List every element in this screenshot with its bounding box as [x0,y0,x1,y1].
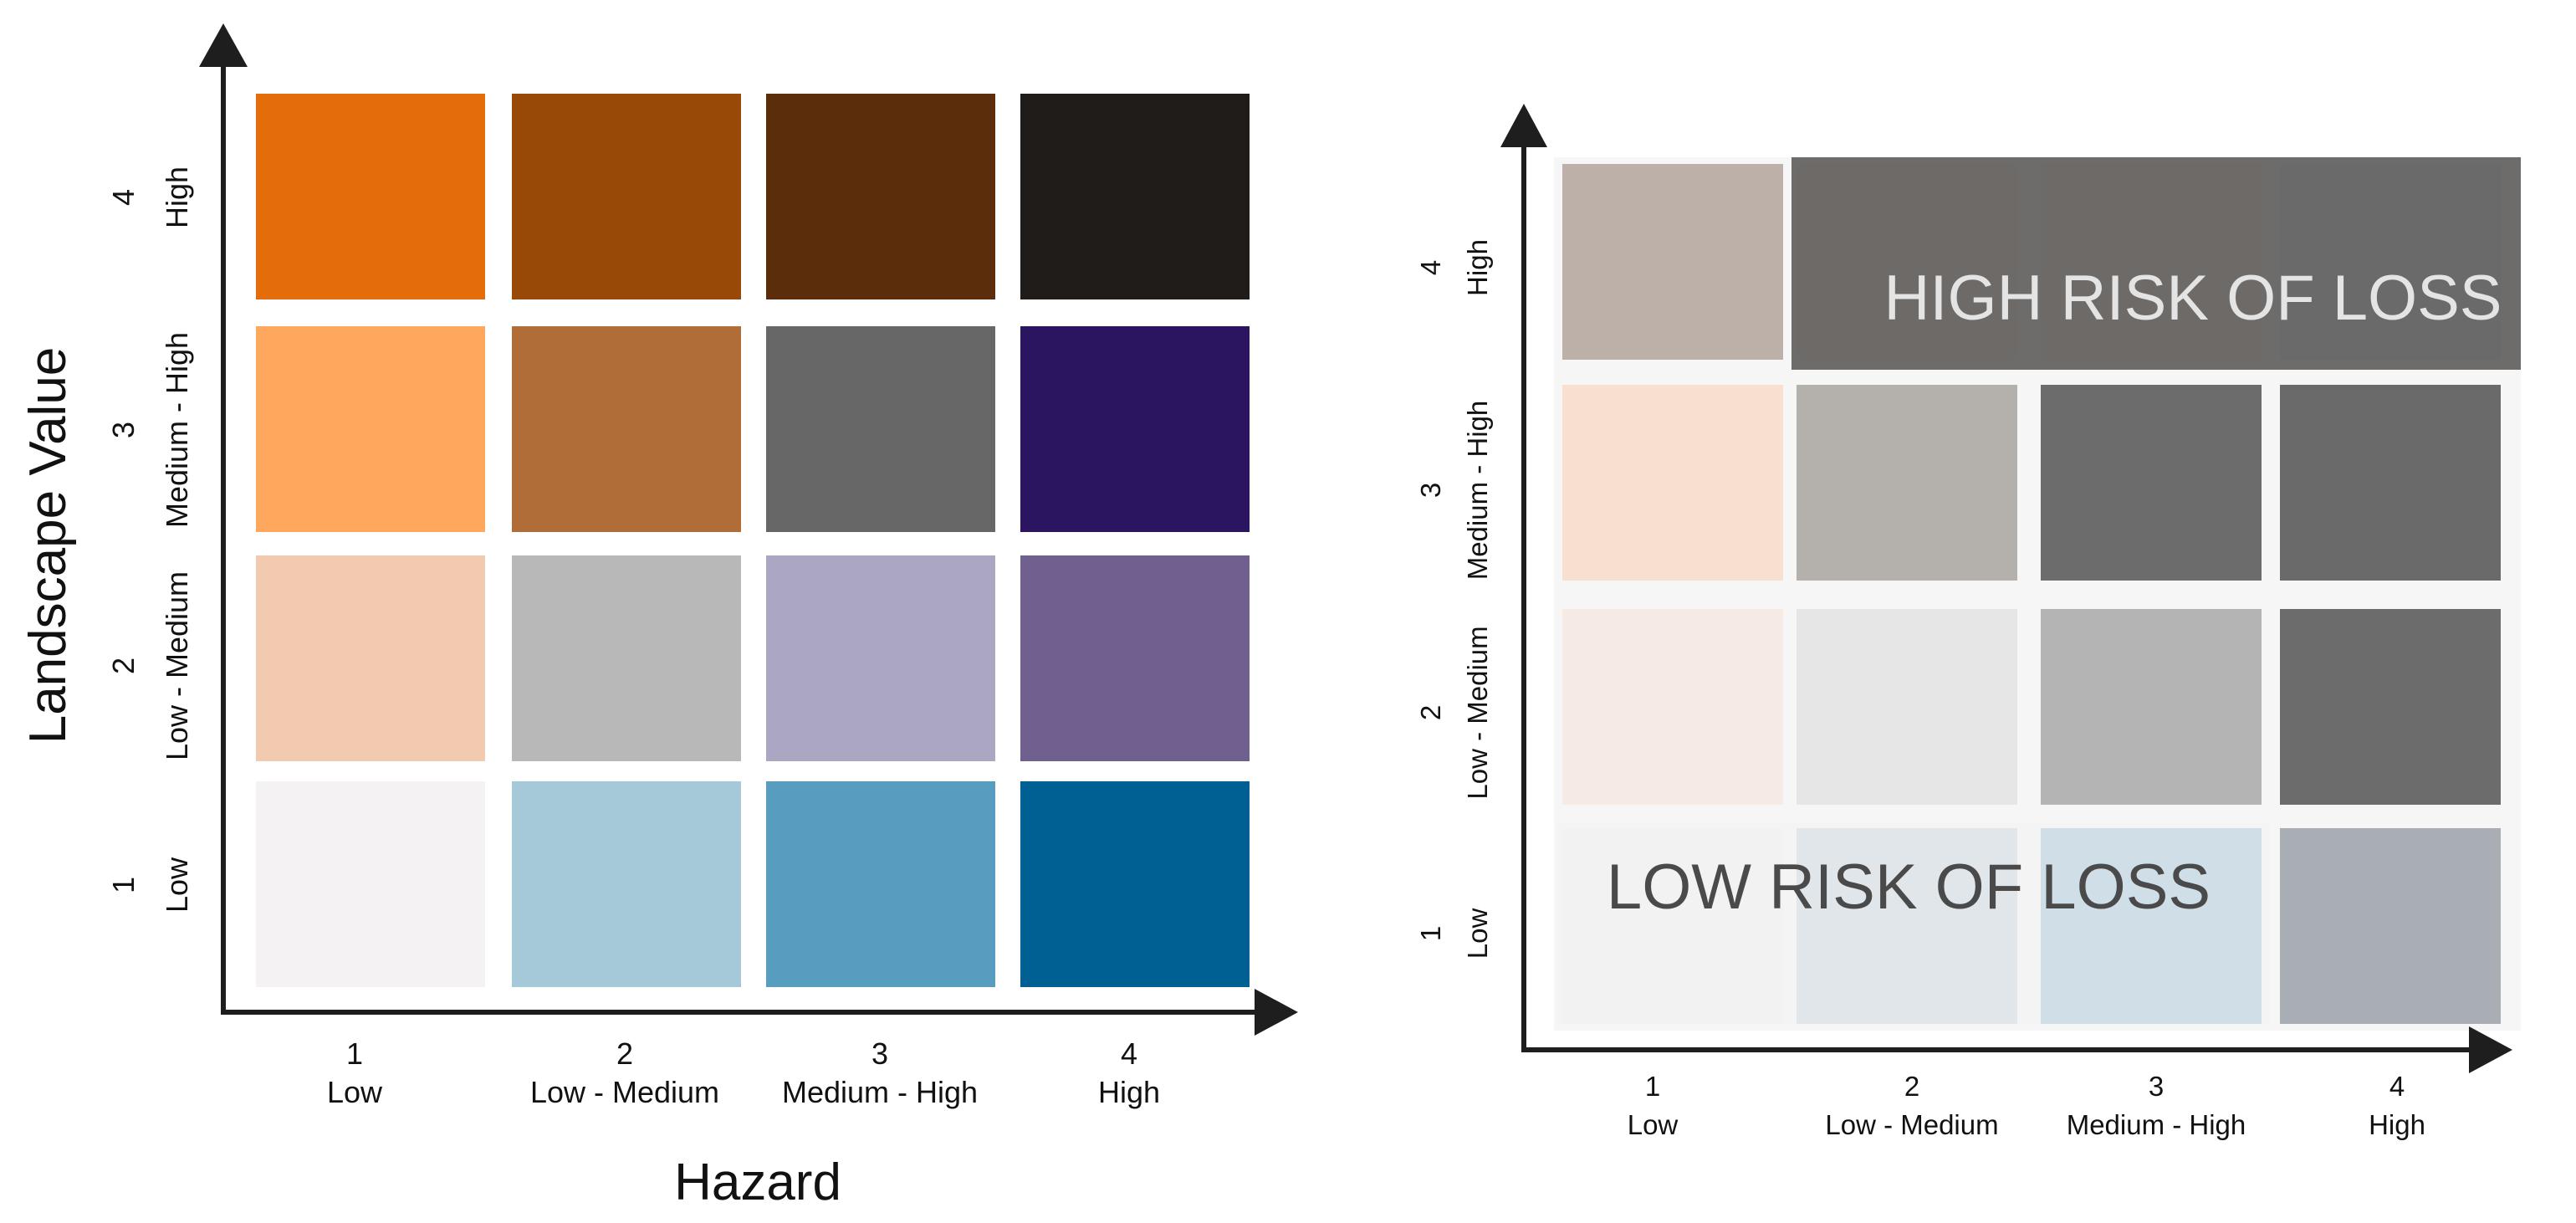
left-y-tick-num: 2 [106,658,141,674]
right-x-tick-num: 3 [2149,1071,2164,1102]
left-matrix: 1 Low 2 Low - Medium 3 Medium - High 4 H… [19,23,1298,1211]
left-matrix-cell [1020,326,1250,532]
right-matrix-cell [2041,164,2262,360]
left-matrix-cell [766,781,995,987]
right-x-tick-labels: 1 Low 2 Low - Medium 3 Medium - High 4 H… [1628,1071,2425,1140]
right-x-axis-arrow-icon [2469,1026,2512,1073]
left-y-tick-label: High [160,166,194,228]
right-y-tick-label: Medium - High [1462,401,1493,581]
left-matrix-cell [256,94,485,299]
left-x-tick-label: Medium - High [782,1075,978,1109]
right-y-tick-label: Low - Medium [1462,626,1493,799]
left-matrix-cell [512,555,741,761]
right-matrix-cell [1562,164,1783,360]
left-x-tick-label: Low - Medium [530,1075,719,1109]
right-matrix: HIGH RISK OF LOSS LOW RISK OF LOSS 1 Low… [1415,104,2521,1140]
left-x-axis-title: Hazard [674,1154,841,1211]
right-y-tick-num: 3 [1415,483,1446,498]
right-y-tick-num: 2 [1415,705,1446,720]
high-risk-zone-label: HIGH RISK OF LOSS [1883,263,2502,334]
left-matrix-cells [256,94,1250,987]
left-x-tick-num: 3 [871,1036,888,1071]
right-matrix-cell [2280,385,2501,581]
right-matrix-cell [2280,828,2501,1024]
left-y-tick-label: Medium - High [160,332,194,528]
right-matrix-cell [2041,828,2262,1024]
right-matrix-cell [1797,609,2017,805]
left-x-tick-num: 1 [346,1036,363,1071]
right-matrix-cell [1562,828,1783,1024]
right-x-tick-label: Medium - High [2067,1109,2246,1140]
right-y-tick-label: High [1462,239,1493,296]
right-x-tick-label: Low - Medium [1825,1109,1998,1140]
right-matrix-cell [1797,828,2017,1024]
right-y-tick-num: 4 [1415,260,1446,275]
left-y-tick-labels: 1 Low 2 Low - Medium 3 Medium - High 4 H… [106,166,194,913]
left-matrix-cell [766,555,995,761]
right-matrix-cell [2041,609,2262,805]
left-matrix-cell [512,781,741,987]
right-matrix-cell [1562,609,1783,805]
left-matrix-cell [256,781,485,987]
right-matrix-cell [1797,164,2017,360]
right-matrix-cell [2280,164,2501,360]
right-y-tick-num: 1 [1415,926,1446,941]
left-x-tick-num: 2 [616,1036,633,1071]
right-y-axis-arrow-icon [1500,104,1547,147]
right-matrix-cell [2041,385,2262,581]
left-matrix-cell [766,326,995,532]
right-x-tick-num: 2 [1904,1071,1919,1102]
left-matrix-cell [1020,555,1250,761]
left-matrix-cell [1020,94,1250,299]
right-matrix-cell [1797,385,2017,581]
left-matrix-cell [1020,781,1250,987]
right-x-tick-label: Low [1628,1109,1679,1140]
right-x-tick-num: 1 [1645,1071,1660,1102]
right-matrix-cell [1562,385,1783,581]
left-y-tick-label: Low - Medium [160,571,194,760]
left-x-tick-label: High [1098,1075,1160,1109]
left-x-tick-label: Low [327,1075,383,1109]
left-matrix-cell [512,94,741,299]
left-matrix-cell [766,94,995,299]
right-matrix-cell [2280,609,2501,805]
right-matrix-cells [1562,164,2501,1024]
right-x-tick-num: 4 [2389,1071,2405,1102]
left-y-tick-label: Low [160,857,194,913]
left-y-axis-title: Landscape Value [19,347,77,745]
left-x-axis-arrow-icon [1255,989,1298,1036]
low-risk-zone-label: LOW RISK OF LOSS [1607,852,2211,923]
left-y-axis-arrow-icon [199,23,248,67]
right-y-tick-labels: 1 Low 2 Low - Medium 3 Medium - High 4 H… [1415,239,1493,959]
left-y-tick-num: 1 [106,877,141,893]
left-matrix-cell [256,555,485,761]
left-x-tick-labels: 1 Low 2 Low - Medium 3 Medium - High 4 H… [327,1036,1160,1109]
left-y-tick-num: 4 [106,189,141,206]
right-y-tick-label: Low [1462,908,1493,959]
left-x-tick-num: 4 [1121,1036,1137,1071]
right-x-tick-label: High [2369,1109,2425,1140]
left-matrix-cell [256,326,485,532]
left-y-tick-num: 3 [106,422,141,438]
left-matrix-cell [512,326,741,532]
